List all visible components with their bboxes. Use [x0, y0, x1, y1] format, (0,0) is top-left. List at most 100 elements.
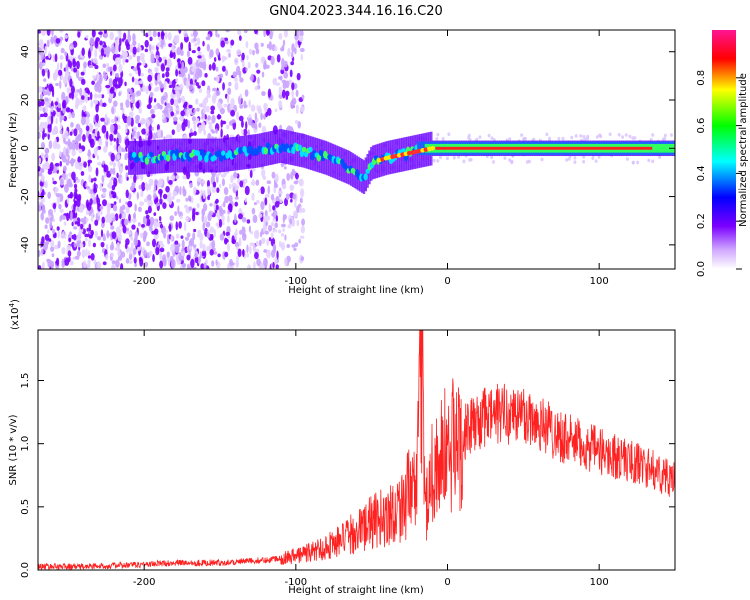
spectrogram-noise-speckle	[255, 200, 260, 204]
spectrogram-noise-speckle	[81, 47, 85, 56]
spectrogram-noise-speckle	[38, 47, 42, 54]
spectrogram-noise-speckle	[266, 239, 269, 247]
spectrogram-noise-speckle	[218, 73, 224, 79]
spectrogram-noise-speckle	[60, 233, 66, 239]
spectrogram-noise-speckle	[490, 155, 494, 160]
spectrogram-noise-speckle	[157, 31, 161, 38]
spectrogram-noise-speckle	[260, 112, 263, 121]
spectrogram-noise-speckle	[244, 197, 248, 203]
spectrogram-noise-speckle	[65, 70, 69, 79]
spectrogram-noise-speckle	[272, 261, 275, 269]
colorbar-tick-label: 0.4	[696, 165, 707, 181]
spectrogram-noise-speckle	[41, 68, 46, 77]
spectrogram-noise-speckle	[276, 54, 281, 63]
spectrogram-noise-speckle	[159, 198, 163, 205]
spectrogram-noise-speckle	[281, 223, 286, 228]
spectrogram-noise-speckle	[145, 85, 149, 95]
spectrogram-noise-speckle	[272, 78, 276, 86]
spectrogram-noise-speckle	[112, 162, 117, 168]
spectrogram-noise-speckle	[121, 148, 126, 153]
spectrogram-noise-speckle	[79, 218, 85, 223]
spectrogram-noise-speckle	[185, 171, 191, 180]
spectrogram-noise-speckle	[175, 253, 180, 262]
spectrogram-noise-speckle	[100, 209, 103, 216]
spectrogram-noise-speckle	[55, 143, 61, 150]
spectrogram-noise-speckle	[278, 32, 283, 40]
spectrogram-noise-speckle	[193, 228, 197, 233]
spectrogram-noise-speckle	[202, 243, 206, 252]
spectrogram-noise-speckle	[153, 218, 158, 226]
spectrogram-noise-speckle	[159, 247, 165, 253]
spectrogram-noise-speckle	[91, 133, 96, 138]
spectrogram-noise-speckle	[65, 107, 71, 113]
spectrogram-noise-speckle	[508, 137, 512, 141]
spectrogram-noise-speckle	[90, 229, 94, 236]
spectrogram-noise-speckle	[73, 183, 78, 190]
spectrogram-noise-speckle	[71, 91, 75, 100]
spectrogram-noise-speckle	[261, 71, 265, 78]
spectrogram-noise-speckle	[540, 157, 544, 162]
spectrogram-noise-speckle	[86, 227, 89, 232]
spectrogram-noise-speckle	[57, 240, 61, 249]
spectrogram-noise-speckle	[112, 167, 116, 176]
spectrogram-noise-speckle	[120, 102, 124, 108]
spectrogram-noise-speckle	[63, 130, 69, 140]
spectrogram-noise-speckle	[294, 47, 297, 55]
spectrogram-noise-speckle	[294, 200, 297, 208]
spectrogram-noise-speckle	[651, 133, 655, 137]
spectrogram-ridge-halo	[128, 141, 131, 175]
spectrogram-noise-speckle	[234, 57, 239, 66]
spectrogram-noise-speckle	[282, 39, 286, 47]
spectrogram-noise-speckle	[191, 213, 196, 222]
spectrogram-noise-speckle	[129, 185, 135, 191]
spectrogram-x-tick-label: -100	[284, 276, 307, 287]
spectrogram-noise-speckle	[49, 162, 54, 172]
spectrogram-noise-speckle	[54, 232, 57, 236]
spectrogram-noise-speckle	[300, 106, 305, 112]
spectrogram-noise-speckle	[221, 65, 226, 72]
spectrogram-noise-speckle	[180, 110, 186, 117]
spectrogram-noise-speckle	[152, 254, 155, 263]
spectrogram-noise-speckle	[52, 202, 57, 210]
spectrogram-noise-speckle	[249, 242, 255, 246]
spectrogram-noise-speckle	[139, 232, 145, 239]
spectrogram-noise-speckle	[204, 72, 208, 78]
spectrogram-noise-speckle	[79, 87, 83, 97]
spectrogram-ridge-halo	[310, 136, 313, 171]
spectrogram-noise-speckle	[38, 201, 41, 206]
spectrogram-noise-speckle	[145, 126, 149, 134]
spectrogram-noise-speckle	[224, 251, 229, 258]
spectrogram-noise-speckle	[193, 131, 197, 136]
spectrogram-noise-speckle	[52, 228, 55, 234]
spectrogram-noise-speckle	[147, 74, 153, 82]
spectrogram-noise-speckle	[153, 104, 159, 110]
spectrogram-noise-speckle	[136, 191, 140, 200]
spectrogram-noise-speckle	[127, 200, 133, 208]
spectrogram-noise-speckle	[165, 67, 170, 72]
spectrogram-noise-speckle	[93, 187, 98, 194]
spectrogram-noise-speckle	[117, 124, 121, 130]
spectrogram-noise-speckle	[103, 145, 108, 153]
spectrogram-noise-speckle	[189, 238, 195, 247]
spectrogram-noise-speckle	[209, 203, 213, 207]
spectrogram-noise-speckle	[272, 228, 278, 233]
spectrogram-noise-speckle	[548, 136, 552, 141]
spectrogram-noise-speckle	[182, 175, 187, 180]
spectrogram-noise-speckle	[161, 73, 165, 79]
spectrogram-noise-speckle	[296, 205, 300, 214]
spectrogram-noise-speckle	[263, 257, 268, 267]
spectrogram-noise-speckle	[87, 149, 91, 157]
spectrogram-noise-speckle	[198, 69, 203, 78]
spectrogram-noise-speckle	[211, 114, 216, 124]
spectrogram-noise-speckle	[47, 124, 52, 133]
spectrogram-noise-speckle	[133, 237, 138, 247]
colorbar-label: Normalized spectral amplitude	[738, 73, 749, 227]
spectrogram-noise-speckle	[168, 223, 172, 232]
spectrogram-noise-speckle	[254, 251, 259, 260]
spectrogram-ridge-core	[221, 150, 226, 156]
spectrogram-noise-speckle	[252, 214, 258, 224]
spectrogram-noise-speckle	[268, 203, 271, 213]
spectrogram-x-tick-label: 0	[444, 276, 450, 287]
spectrogram-noise-speckle	[286, 244, 290, 248]
spectrogram-noise-speckle	[199, 251, 203, 259]
